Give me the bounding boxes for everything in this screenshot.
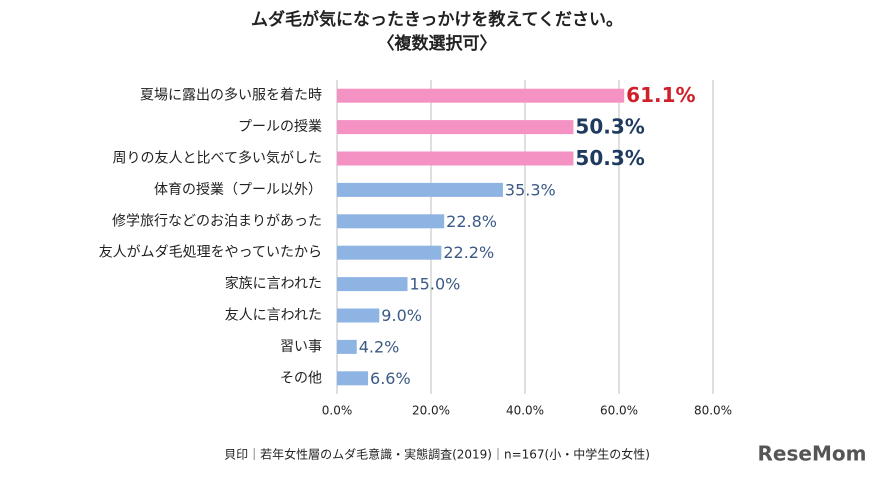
bar — [337, 277, 408, 292]
value-label: 50.3% — [575, 146, 644, 170]
value-label: 50.3% — [575, 115, 644, 139]
bar — [337, 339, 357, 354]
value-label: 35.3% — [505, 180, 556, 199]
y-tick-label: 周りの友人と比べて多い気がした — [113, 150, 322, 167]
x-tick-label: 60.0% — [600, 404, 638, 418]
value-label: 6.6% — [370, 369, 411, 388]
bar — [337, 245, 442, 260]
y-tick-label: 夏場に露出の多い服を着た時 — [140, 87, 322, 104]
logo: ReseMom — [758, 442, 867, 466]
bar — [337, 371, 369, 386]
y-tick-label: 修学旅行などのお泊まりがあった — [112, 213, 322, 229]
value-label: 4.2% — [359, 337, 400, 356]
y-tick-label: その他 — [280, 370, 322, 386]
bar — [337, 308, 380, 323]
x-tick-label: 40.0% — [506, 404, 544, 418]
bar — [337, 120, 574, 135]
footer: 貝印｜若年女性層のムダ毛意識・実態調査(2019)｜n=167(小・中学生の女性… — [224, 447, 650, 462]
chart-subtitle: 〈複数選択可〉 — [378, 33, 497, 54]
bar — [337, 214, 445, 229]
bar — [337, 151, 574, 166]
bar — [337, 182, 503, 197]
bar — [337, 88, 625, 103]
y-tick-label: プールの授業 — [238, 119, 322, 135]
x-tick-label: 0.0% — [322, 404, 353, 418]
x-tick-label: 20.0% — [412, 404, 450, 418]
y-tick-label: 家族に言われた — [225, 275, 322, 292]
y-tick-label: 体育の授業（プール以外） — [154, 182, 322, 198]
value-label: 9.0% — [381, 306, 422, 325]
value-label: 22.8% — [446, 212, 497, 231]
y-tick-label: 友人に言われた — [225, 308, 322, 324]
x-tick-label: 80.0% — [694, 404, 732, 418]
value-label: 15.0% — [410, 275, 461, 294]
y-tick-label: 友人がムダ毛処理をやっていたから — [99, 245, 322, 261]
y-tick-label: 習い事 — [280, 339, 322, 355]
chart-title: ムダ毛が気になったきっかけを教えてください。 — [251, 9, 623, 30]
value-label: 61.1% — [626, 83, 695, 107]
value-label: 22.2% — [443, 243, 494, 262]
